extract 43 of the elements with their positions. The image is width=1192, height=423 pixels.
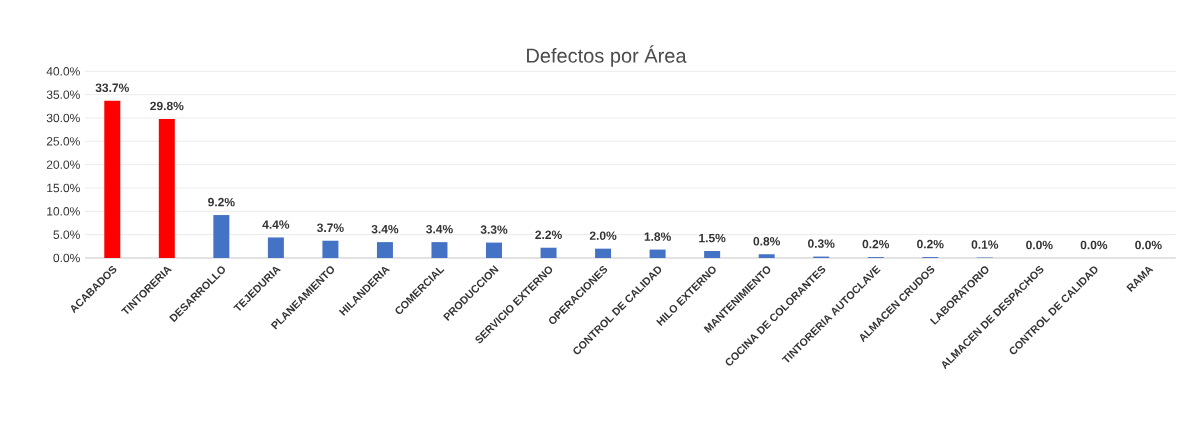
bar	[704, 250, 721, 258]
bar	[540, 247, 557, 258]
y-tick-label: 25.0%	[46, 137, 80, 146]
bar	[213, 215, 230, 258]
data-label: 3.4%	[371, 224, 399, 234]
bar	[649, 249, 666, 258]
data-label: 1.8%	[644, 232, 671, 241]
y-tick-label: 5.0%	[53, 230, 80, 239]
bar	[104, 100, 121, 258]
data-label: 0.0%	[1080, 240, 1108, 250]
data-label: 9.2%	[208, 197, 235, 207]
bar	[267, 237, 284, 258]
data-label: 2.2%	[535, 230, 562, 239]
data-label: 0.0%	[1026, 240, 1053, 250]
y-tick-label: 35.0%	[46, 90, 80, 99]
data-label: 0.3%	[808, 239, 835, 248]
data-label: 0.1%	[971, 240, 999, 249]
data-label: 0.2%	[862, 239, 890, 249]
bar	[486, 242, 503, 258]
data-label: 0.2%	[917, 239, 944, 249]
y-tick-label: 30.0%	[46, 113, 80, 123]
y-tick-label: 40.0%	[46, 67, 80, 76]
data-label: 3.7%	[317, 223, 344, 232]
data-label: 0.0%	[1135, 240, 1162, 250]
data-label: 0.8%	[753, 237, 781, 246]
y-tick-label: 20.0%	[46, 160, 80, 169]
y-tick-label: 10.0%	[47, 207, 80, 216]
bar	[431, 242, 448, 258]
y-tick-label: 0.0%	[53, 253, 80, 263]
data-label: 33.7%	[95, 83, 129, 93]
chart-title: Defectos por Área	[527, 45, 687, 67]
data-label: 29.8%	[150, 101, 184, 111]
data-label: 4.4%	[262, 220, 290, 229]
data-label: 1.5%	[699, 233, 726, 243]
bar	[158, 118, 175, 258]
bar	[595, 248, 612, 258]
data-label: 3.3%	[480, 225, 508, 234]
bar	[758, 254, 775, 258]
data-label: 3.4%	[426, 224, 453, 234]
bar	[322, 240, 339, 258]
bar	[376, 242, 393, 258]
y-tick-label: 15.0%	[47, 183, 80, 193]
data-label: 2.0%	[589, 231, 617, 240]
